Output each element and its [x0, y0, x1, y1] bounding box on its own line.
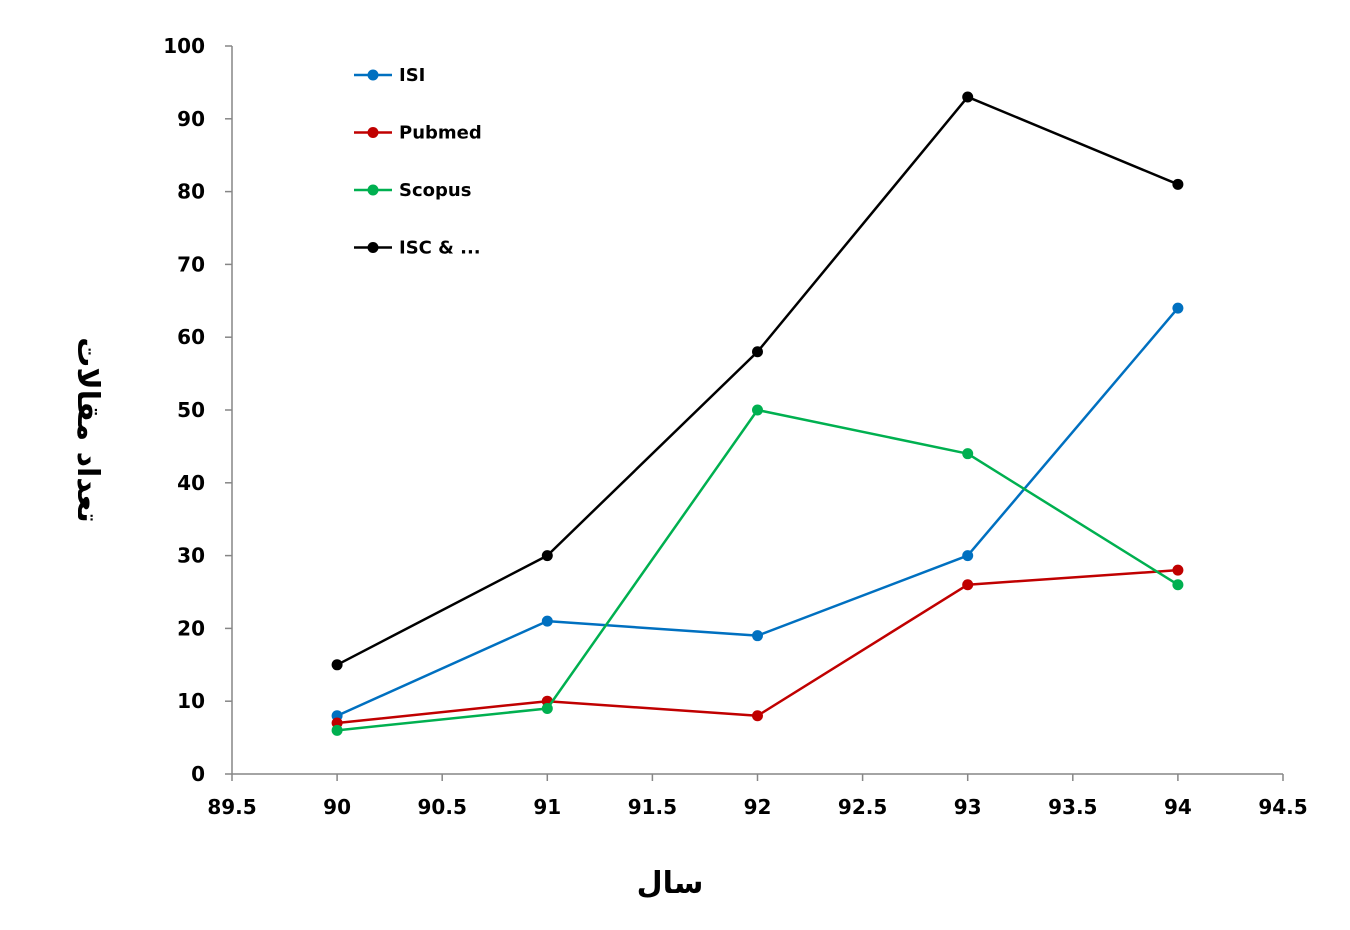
y-axis-title: تعداد مقالات	[70, 337, 105, 523]
data-point	[1172, 178, 1184, 190]
legend-item: Pubmed	[354, 123, 482, 144]
y-tick-label: 60	[177, 325, 205, 349]
x-tick-label: 92	[744, 795, 772, 819]
data-point	[541, 550, 553, 562]
data-point	[962, 448, 974, 460]
legend-label: ISI	[399, 65, 425, 86]
data-point	[1172, 302, 1184, 314]
y-tick-label: 10	[177, 689, 205, 713]
x-tick-label: 93	[954, 795, 982, 819]
series-line	[336, 307, 1179, 717]
x-tick-label: 90.5	[418, 795, 467, 819]
data-point	[752, 710, 763, 722]
axes: 0 10 20 30 40 50 60 70 80 90 100 89.5 90 90.5 91 91.5 92…	[163, 34, 1307, 819]
y-tick-label: 50	[177, 398, 205, 422]
legend-marker	[367, 127, 379, 138]
x-axis-title: سال	[637, 866, 704, 901]
y-tick-label: 0	[191, 762, 205, 786]
data-point	[752, 630, 763, 642]
series-4	[331, 91, 1184, 671]
x-tick-label: 92.5	[838, 795, 887, 819]
data-point	[541, 615, 553, 627]
legend: ISI Pubmed Scopus ISC & ...	[354, 65, 482, 259]
legend-label: ISC & ...	[399, 238, 481, 259]
data-point	[541, 702, 553, 714]
data-point	[752, 346, 763, 358]
legend-label: Pubmed	[399, 123, 482, 144]
x-tick-label: 93.5	[1048, 795, 1097, 819]
y-tick-label: 100	[163, 34, 205, 58]
data-point	[1172, 564, 1184, 576]
x-tick-label: 94.5	[1258, 795, 1307, 819]
data-point	[962, 91, 974, 103]
legend-item: Scopus	[354, 180, 471, 201]
legend-marker	[367, 184, 379, 196]
data-point	[962, 550, 974, 562]
x-tick-label: 94	[1164, 795, 1192, 819]
x-tick-label: 90	[323, 795, 351, 819]
y-tick-label: 20	[177, 616, 205, 640]
legend-item: ISC & ...	[354, 238, 481, 259]
data-point	[331, 724, 343, 736]
y-tick-label: 90	[177, 107, 205, 131]
y-tick-label: 30	[177, 544, 205, 568]
data-point	[752, 404, 763, 416]
series-layer	[331, 91, 1184, 736]
x-tick-label: 91	[533, 795, 561, 819]
x-tick-label: 91.5	[628, 795, 677, 819]
data-point	[962, 579, 974, 591]
y-tick-label: 40	[177, 471, 205, 495]
legend-item: ISI	[354, 65, 425, 86]
series-1	[331, 302, 1184, 722]
y-tick-label: 70	[177, 252, 205, 276]
data-point	[331, 659, 343, 671]
legend-marker	[367, 242, 379, 253]
legend-label: Scopus	[399, 180, 471, 201]
series-3	[331, 404, 1184, 736]
y-tick-label: 80	[177, 180, 205, 204]
data-point	[1172, 579, 1184, 591]
series-line	[336, 568, 1178, 725]
x-tick-label: 89.5	[207, 795, 256, 819]
legend-marker	[367, 69, 379, 81]
series-2	[331, 564, 1184, 729]
